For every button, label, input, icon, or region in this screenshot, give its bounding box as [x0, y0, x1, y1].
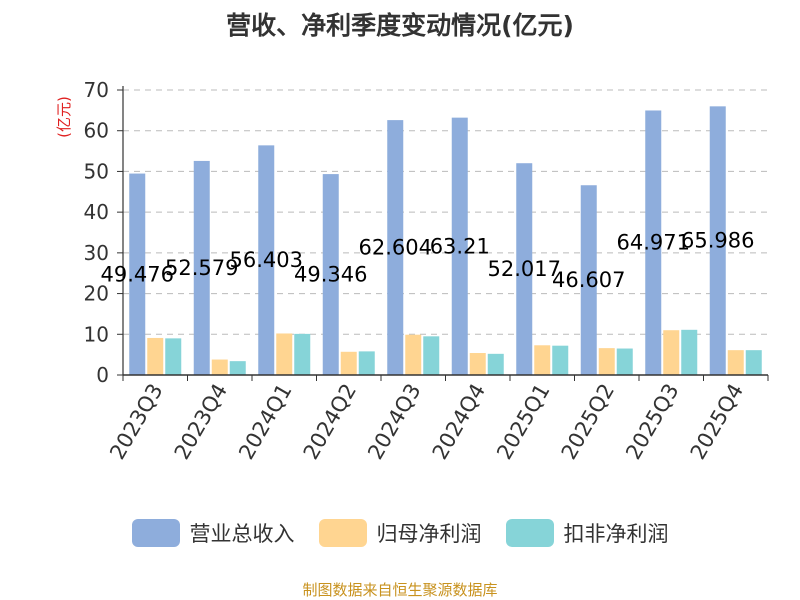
x-tick-label: 2025Q1: [492, 380, 554, 464]
y-tick-label: 50: [84, 159, 109, 183]
data-label: 65.986: [681, 229, 754, 253]
y-tick-label: 0: [96, 363, 109, 387]
x-tick-label: 2024Q2: [299, 380, 361, 464]
bar-deducted_profit: [745, 350, 762, 375]
grid-lines: [123, 89, 768, 335]
bar-revenue: [451, 117, 468, 376]
bar-deducted_profit: [165, 338, 182, 375]
x-tick-label: 2023Q4: [170, 380, 232, 464]
data-label: 64.971: [617, 231, 690, 255]
data-label: 62.604: [359, 236, 432, 260]
bar-net_profit: [727, 350, 744, 375]
data-label: 46.607: [552, 268, 625, 292]
legend-swatch: [505, 519, 554, 547]
bar-net_profit: [405, 334, 422, 375]
x-tick-label: 2025Q3: [621, 380, 683, 464]
x-tick-label: 2024Q1: [234, 380, 296, 464]
bar-revenue: [516, 163, 533, 375]
legend: 营业总收入 归母净利润 扣非净利润: [0, 518, 800, 548]
bar-deducted_profit: [229, 361, 246, 375]
y-tick-label: 60: [84, 119, 109, 143]
bar-net_profit: [598, 348, 615, 375]
y-axis-label: (亿元): [55, 96, 73, 138]
bar-net_profit: [147, 337, 164, 375]
legend-item[interactable]: 扣非净利润: [505, 518, 669, 548]
bar-net_profit: [276, 333, 293, 375]
bar-deducted_profit: [681, 329, 698, 375]
y-tick-label: 10: [84, 322, 109, 346]
bar-net_profit: [469, 353, 486, 375]
bar-deducted_profit: [294, 333, 311, 375]
bar-revenue: [129, 173, 146, 375]
bar-net_profit: [663, 330, 680, 375]
chart-title: 营收、净利季度变动情况(亿元): [226, 11, 574, 40]
data-label: 56.403: [230, 248, 303, 272]
bar-net_profit: [340, 351, 357, 375]
legend-item[interactable]: 归母净利润: [318, 518, 482, 548]
bar-revenue: [322, 174, 339, 375]
bar-deducted_profit: [552, 345, 569, 375]
bar-revenue: [709, 106, 726, 375]
legend-label: 扣非净利润: [563, 522, 669, 546]
x-tick-label: 2024Q3: [363, 380, 425, 464]
bars: [129, 106, 762, 376]
legend-swatch: [318, 519, 367, 547]
legend-label: 营业总收入: [189, 522, 295, 546]
x-tick-label: 2024Q4: [428, 380, 490, 464]
y-tick-label: 40: [84, 200, 109, 224]
data-label: 63.21: [430, 234, 490, 258]
bar-revenue: [645, 110, 662, 375]
legend-swatch: [131, 519, 180, 547]
data-label: 52.579: [165, 256, 238, 280]
bar-deducted_profit: [358, 351, 375, 375]
bar-deducted_profit: [423, 336, 440, 375]
bar-revenue: [387, 120, 404, 375]
bar-revenue: [580, 185, 597, 375]
bar-deducted_profit: [487, 353, 504, 375]
data-label: 49.346: [294, 263, 367, 287]
legend-item[interactable]: 营业总收入: [131, 518, 295, 548]
source-note: 制图数据来自恒生聚源数据库: [302, 581, 498, 599]
bar-net_profit: [534, 345, 551, 375]
bar-revenue: [193, 160, 210, 375]
bar-revenue: [258, 145, 275, 375]
data-label: 52.017: [488, 257, 561, 281]
bar-deducted_profit: [616, 348, 633, 375]
y-tick-label: 30: [84, 241, 109, 265]
y-tick-label: 20: [84, 282, 109, 306]
y-tick-label: 70: [84, 78, 109, 102]
x-tick-label: 2023Q3: [105, 380, 167, 464]
data-label: 49.476: [101, 262, 174, 286]
legend-label: 归母净利润: [376, 522, 482, 546]
x-tick-label: 2025Q4: [686, 380, 748, 464]
x-tick-label: 2025Q2: [557, 380, 619, 464]
bar-net_profit: [211, 359, 228, 375]
